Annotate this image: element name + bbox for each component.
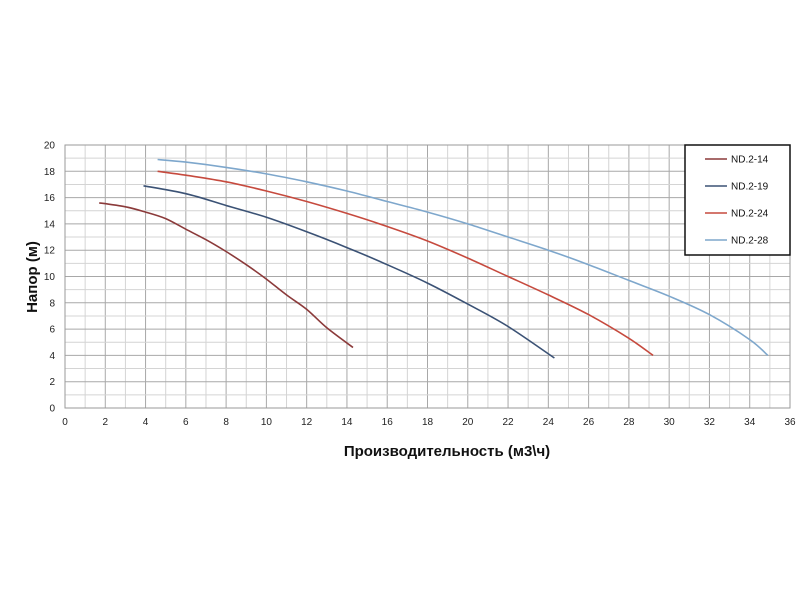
x-tick-label: 2 [102,417,108,428]
plot-frame [64,144,791,409]
x-tick-label: 0 [62,417,68,428]
series-lines [99,158,769,359]
y-tick-label: 0 [49,404,55,415]
tick-labels: 0 2 4 6 8 10 12 14 16 18 20 22 24 26 28 30 32 34 360246810… [44,141,796,429]
x-tick-label: 16 [382,417,394,428]
x-tick-label: 14 [341,417,353,428]
x-tick-label: 4 [143,417,149,428]
y-tick-label: 20 [44,141,56,152]
x-tick-label: 32 [704,417,716,428]
x-tick-label: 36 [784,417,796,428]
x-tick-label: 8 [223,417,229,428]
x-axis-label: Производительность (м3\ч) [344,443,550,460]
x-tick-label: 28 [623,417,635,428]
x-tick-label: 26 [583,417,595,428]
y-tick-label: 12 [44,246,56,257]
x-tick-label: 6 [183,417,189,428]
x-tick-label: 22 [502,417,514,428]
legend-label: ND.2-19 [731,182,769,193]
legend-label: ND.2-14 [731,155,769,166]
y-tick-label: 18 [44,167,56,178]
legend-label: ND.2-24 [731,209,769,220]
legend-label: ND.2-28 [731,236,769,247]
x-tick-label: 24 [543,417,555,428]
series-line-nd-2-14 [99,202,354,349]
y-tick-label: 10 [44,272,56,283]
grid [64,144,791,409]
y-tick-label: 2 [49,377,55,388]
y-tick-label: 6 [49,325,55,336]
x-tick-label: 10 [261,417,273,428]
series-line-nd-2-24 [157,170,654,357]
legend: ND.2-14 ND.2-19 ND.2-24 ND.2-28 [684,144,791,256]
y-tick-label: 14 [44,219,56,230]
y-tick-label: 16 [44,193,56,204]
x-tick-label: 20 [462,417,474,428]
series-line-nd-2-19 [143,185,555,359]
series-line-nd-2-28 [157,158,769,357]
x-tick-label: 34 [744,417,756,428]
y-tick-label: 8 [49,298,55,309]
legend-box [684,144,791,256]
x-tick-label: 12 [301,417,313,428]
x-tick-label: 18 [422,417,434,428]
y-tick-label: 4 [49,351,55,362]
y-axis-label: Напор (м) [24,241,41,313]
x-tick-label: 30 [664,417,676,428]
